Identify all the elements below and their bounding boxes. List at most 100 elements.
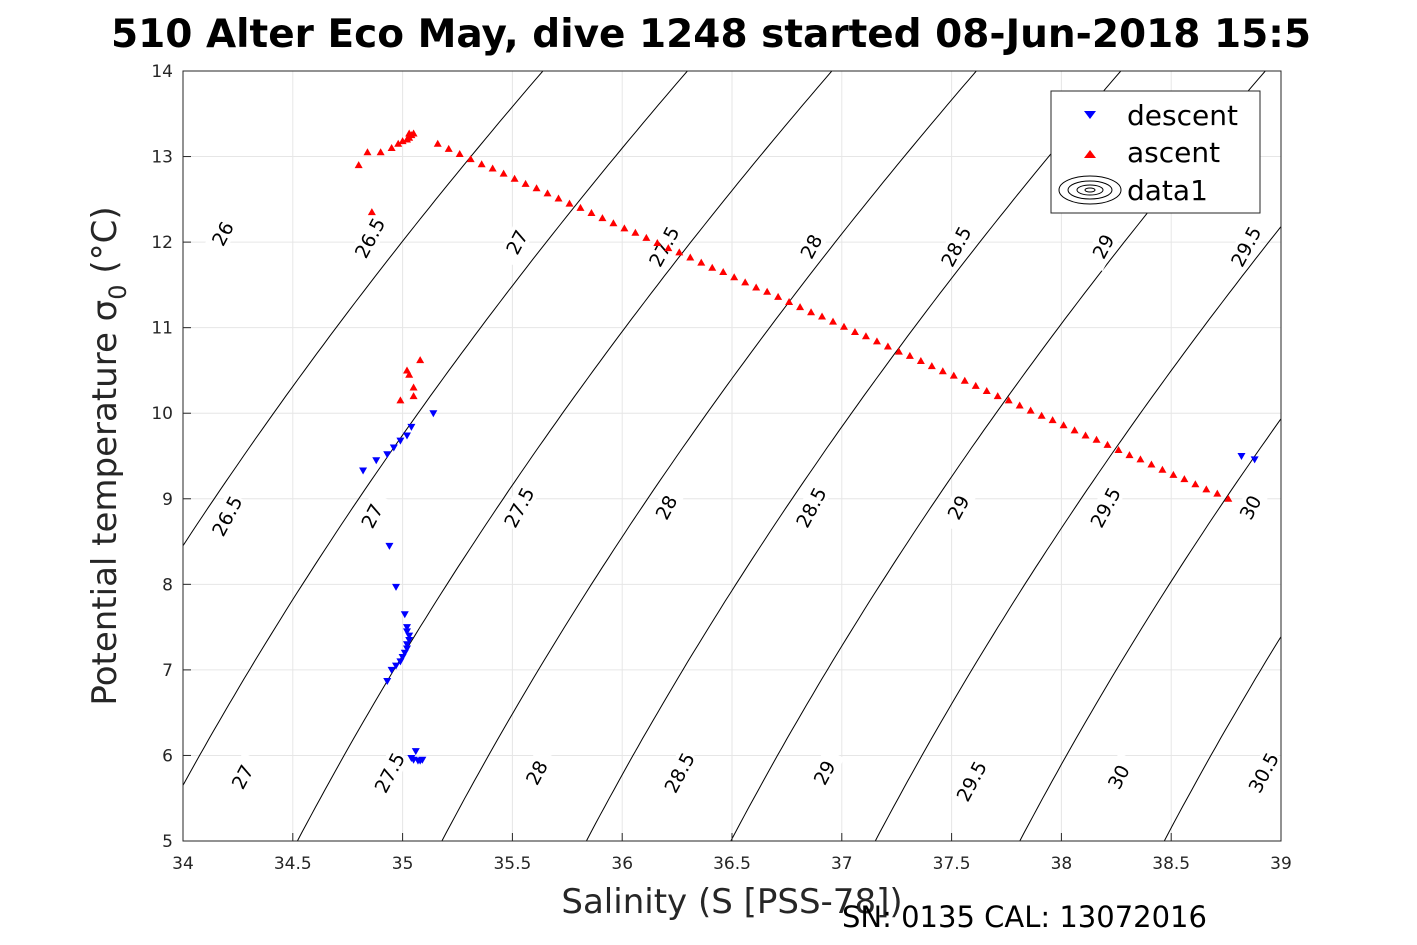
ascent-marker	[416, 356, 425, 364]
x-tick-label: 38.5	[1152, 854, 1190, 874]
ascent-marker	[1048, 416, 1057, 424]
y-tick-label: 13	[151, 148, 173, 168]
legend: descent ascent data1	[1050, 90, 1261, 214]
descent-marker	[1250, 456, 1259, 464]
ascent-marker	[1224, 494, 1233, 502]
ascent-marker	[499, 169, 508, 177]
contour-line-27	[441, 71, 977, 841]
descent-marker	[405, 636, 414, 644]
y-tick-label: 8	[162, 575, 173, 595]
descent-marker	[392, 583, 401, 591]
ascent-marker	[1015, 401, 1024, 409]
x-axis-label: Salinity (S [PSS-78])	[561, 882, 902, 922]
ascent-marker	[376, 148, 385, 156]
ascent-marker	[554, 194, 563, 202]
descent-marker	[1237, 453, 1246, 460]
ascent-marker	[488, 164, 497, 172]
ascent-marker	[631, 228, 640, 236]
descent-marker	[396, 437, 405, 445]
ascent-marker	[883, 342, 892, 350]
ascent-marker	[1180, 475, 1189, 483]
y-tick-label: 7	[162, 661, 173, 681]
ascent-marker	[444, 144, 453, 152]
descent-marker	[416, 757, 425, 765]
contour-label-bg	[496, 217, 537, 267]
ascent-marker	[1191, 480, 1200, 488]
ascent-marker	[971, 381, 980, 389]
descent-marker	[429, 410, 438, 418]
descent-marker	[411, 748, 420, 756]
ascent-marker	[1059, 421, 1068, 429]
descent-marker	[402, 641, 411, 649]
y-tick-label: 5	[162, 832, 173, 852]
ascent-marker	[510, 174, 519, 182]
descent-marker	[392, 662, 401, 670]
ascent-marker	[1147, 460, 1156, 468]
ascent-marker	[675, 248, 684, 256]
contour-line-29	[1019, 417, 1281, 841]
ascent-marker	[697, 258, 706, 266]
ascent-marker	[367, 208, 376, 216]
ascent-marker	[839, 322, 848, 330]
ascent-marker	[993, 392, 1002, 400]
ascent-marker	[1158, 465, 1167, 473]
ascent-marker	[818, 312, 827, 320]
contour-label-bg	[349, 213, 390, 263]
ascent-marker	[405, 370, 414, 378]
contour-line-29.5	[1163, 635, 1281, 841]
y-tick-label: 6	[162, 746, 173, 766]
ascent-marker	[477, 160, 486, 168]
ascent-marker	[1026, 406, 1035, 414]
ascent-marker	[1202, 485, 1211, 493]
legend-ascent-marker	[1084, 150, 1096, 158]
ascent-marker	[1070, 426, 1079, 434]
contour-label-bg	[935, 221, 977, 271]
y-axis-label-subscript: 0	[104, 284, 132, 299]
descent-marker	[359, 467, 368, 475]
ascent-marker	[938, 367, 947, 375]
contour-label-bg	[1243, 747, 1284, 798]
y-tick-label: 14	[151, 62, 173, 82]
ascent-marker	[587, 209, 596, 217]
descent-marker	[405, 632, 414, 640]
descent-marker	[383, 451, 392, 459]
x-tick-label: 37.5	[933, 854, 971, 874]
ascent-marker	[363, 148, 372, 156]
legend-data1-label: data1	[1127, 174, 1208, 207]
ascent-marker	[763, 287, 772, 295]
ascent-marker	[565, 199, 574, 207]
y-axis-label: Potential temperature σ0 (°C)	[85, 206, 132, 705]
x-tick-label: 36	[611, 854, 633, 874]
x-tick-label: 39	[1270, 854, 1292, 874]
ascent-marker	[894, 347, 903, 355]
ascent-marker	[1213, 489, 1222, 497]
contour-label-bg	[1225, 221, 1266, 271]
series-markers	[354, 129, 1259, 765]
contour-label-bg	[1085, 482, 1126, 532]
ascent-marker	[521, 179, 530, 187]
contour-label-bg	[951, 756, 992, 806]
ascent-marker	[774, 292, 783, 300]
ascent-marker	[872, 337, 881, 345]
y-axis-label-main: Potential temperature σ	[85, 300, 125, 706]
ascent-marker	[664, 244, 673, 252]
contour-label-bg	[516, 747, 557, 798]
descent-marker	[402, 432, 411, 440]
contour-label-bg	[643, 221, 684, 271]
y-tick-label: 10	[151, 404, 173, 424]
ascent-marker	[807, 308, 816, 316]
x-tick-label: 37	[831, 854, 853, 874]
descent-marker	[396, 658, 405, 666]
ascent-marker	[1081, 431, 1090, 439]
ascent-marker	[532, 184, 541, 192]
ascent-marker	[1136, 455, 1145, 463]
x-tick-label: 36.5	[713, 854, 751, 874]
contour-label-bg	[646, 482, 687, 532]
contour-label-bg	[1230, 482, 1271, 532]
ascent-marker	[1103, 440, 1112, 448]
ascent-marker	[455, 149, 464, 157]
ascent-marker	[796, 303, 805, 311]
chart-title: 510 Alter Eco May, dive 1248 started 08-…	[111, 12, 1311, 57]
x-tick-label: 38	[1051, 854, 1073, 874]
ascent-marker	[466, 155, 475, 163]
